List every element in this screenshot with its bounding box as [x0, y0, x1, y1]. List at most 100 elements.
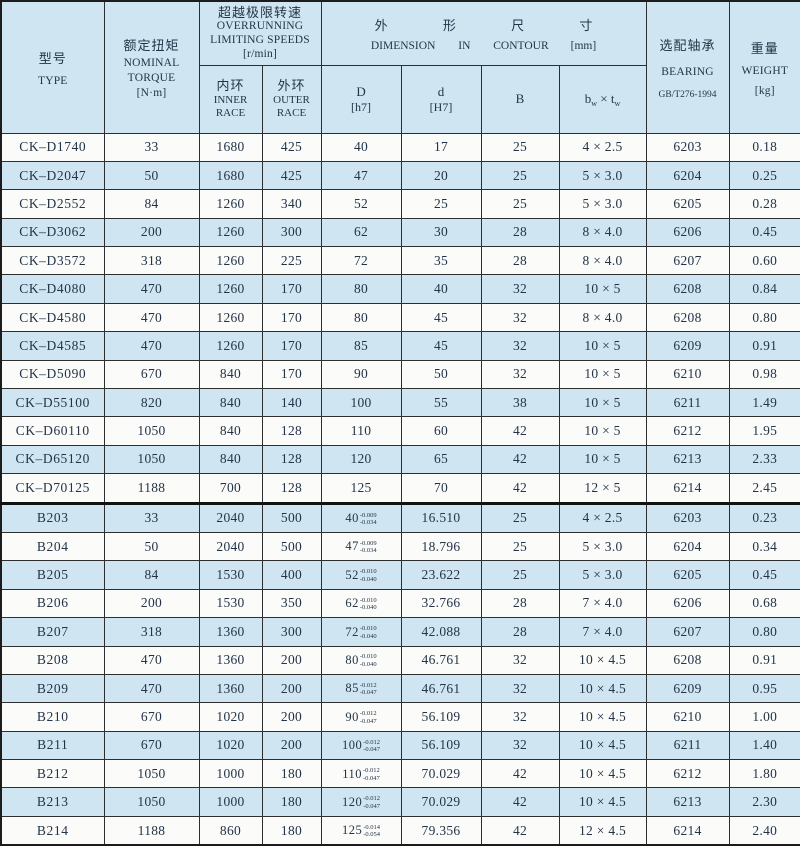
diameter-value: 47: [345, 539, 359, 554]
table-row: CK–D2047 50 1680 425 47 20 25 5 × 3.0 6204 0.25: [0, 160, 800, 191]
cell-bearing: 6213: [645, 787, 730, 817]
header-weight-en: WEIGHT: [741, 64, 789, 77]
cell-B: 25: [480, 189, 560, 219]
cell-torque: 1050: [103, 416, 200, 446]
cell-bt: 10 × 5: [558, 388, 647, 418]
cell-B: 25: [480, 560, 560, 590]
cell-outer: 350: [261, 588, 322, 619]
diameter-value: 125: [341, 823, 363, 838]
cell-weight: 0.80: [728, 302, 800, 333]
cell-bt: 10 × 5: [558, 444, 647, 475]
cell-D: 40 -0.009 -0.034: [320, 501, 402, 533]
cell-type: CK–D4080: [0, 274, 105, 304]
cell-weight: 0.91: [728, 645, 800, 675]
cell-outer: 170: [261, 331, 322, 361]
cell-bearing: 6212: [645, 416, 730, 446]
cell-weight: 1.49: [728, 388, 800, 418]
cell-inner: 840: [198, 359, 263, 390]
cell-type: CK–D1740: [0, 132, 105, 162]
table-row: B214 1188 860 180 125 -0.014 -0.054 79.356 42 12 …: [0, 815, 800, 846]
cell-inner: 840: [198, 388, 263, 418]
cell-D: 80: [320, 302, 402, 333]
diameter-value: 62: [345, 596, 359, 611]
header-torque-unit: [N·m]: [136, 87, 167, 100]
table-row: B212 1050 1000 180 110 -0.012 -0.047 70.029 42 10…: [0, 759, 800, 789]
cell-D: 80 -0.010 -0.040: [320, 645, 402, 675]
header-col-B: B: [480, 64, 560, 134]
cell-B: 32: [480, 645, 560, 675]
header-speeds-cn: 超越极限转速: [218, 4, 303, 20]
cell-outer: 180: [261, 787, 322, 817]
tolerance-stack: -0.012 -0.047: [359, 681, 377, 697]
table-row: CK–D3572 318 1260 225 72 35 28 8 × 4.0 6207 0.60: [0, 246, 800, 276]
cell-inner: 1260: [198, 217, 263, 248]
tolerance-stack: -0.012 -0.047: [363, 795, 381, 810]
cell-bearing: 6203: [645, 132, 730, 162]
cell-weight: 1.40: [728, 730, 800, 761]
header-bearing-en: BEARING: [661, 65, 714, 78]
cell-D: 90: [320, 359, 402, 390]
cell-B: 42: [480, 815, 560, 846]
header-outer-race: 外环 OUTER RACE: [261, 64, 322, 134]
cell-torque: 670: [103, 702, 200, 732]
cell-weight: 0.28: [728, 189, 800, 219]
cell-bearing: 6207: [645, 617, 730, 647]
cell-type: B213: [0, 787, 105, 817]
cell-weight: 0.98: [728, 359, 800, 390]
cell-B: 42: [480, 787, 560, 817]
cell-bt: 10 × 5: [558, 274, 647, 304]
cell-type: B208: [0, 645, 105, 675]
cell-bt: 10 × 4.5: [558, 645, 647, 675]
cell-D: 85 -0.012 -0.047: [320, 673, 402, 704]
cell-D: 110 -0.012 -0.047: [320, 759, 402, 789]
cell-bearing: 6214: [645, 473, 730, 504]
header-type-en: TYPE: [37, 74, 68, 87]
cell-d: 46.761: [400, 645, 482, 675]
cell-type: B207: [0, 617, 105, 647]
cell-torque: 33: [103, 501, 200, 533]
cell-outer: 170: [261, 359, 322, 390]
cell-inner: 1680: [198, 132, 263, 162]
header-col-bt-label: bw × tw: [584, 91, 621, 108]
cell-bearing: 6208: [645, 645, 730, 675]
cell-torque: 820: [103, 388, 200, 418]
cell-bearing: 6208: [645, 274, 730, 304]
table-row: B207 318 1360 300 72 -0.010 -0.040 42.088 28 7 × …: [0, 617, 800, 647]
cell-bearing: 6209: [645, 331, 730, 361]
cell-weight: 1.95: [728, 416, 800, 446]
cell-d: 32.766: [400, 588, 482, 619]
cell-torque: 84: [103, 189, 200, 219]
header-torque-cn: 额定扭矩: [123, 38, 180, 54]
cell-type: B210: [0, 702, 105, 732]
cell-bt: 7 × 4.0: [558, 588, 647, 619]
cell-torque: 1050: [103, 759, 200, 789]
cell-inner: 1000: [198, 787, 263, 817]
header-type-cn: 型号: [38, 50, 67, 66]
cell-D: 52: [320, 189, 402, 219]
header-torque: 额定扭矩 NOMINAL TORQUE [N·m]: [103, 0, 200, 134]
header-weight-unit: [kg]: [754, 84, 775, 97]
cell-B: 25: [480, 531, 560, 562]
cell-D: 120 -0.012 -0.047: [320, 787, 402, 817]
cell-inner: 1260: [198, 246, 263, 276]
table-row: CK–D4580 470 1260 170 80 45 32 8 × 4.0 6208 0.80: [0, 302, 800, 333]
cell-B: 32: [480, 730, 560, 761]
cell-type: CK–D2552: [0, 189, 105, 219]
cell-weight: 0.45: [728, 560, 800, 590]
cell-d: 17: [400, 132, 482, 162]
cell-type: CK–D3572: [0, 246, 105, 276]
diameter-value: 120: [341, 794, 363, 809]
cell-d: 55: [400, 388, 482, 418]
cell-B: 25: [480, 160, 560, 191]
cell-d: 20: [400, 160, 482, 191]
table-row: CK–D65120 1050 840 128 120 65 42 10 × 5 6213 2.33: [0, 444, 800, 475]
cell-inner: 860: [198, 815, 263, 846]
table-row: B208 470 1360 200 80 -0.010 -0.040 46.761 32 10 ×…: [0, 645, 800, 675]
cell-D: 100 -0.012 -0.047: [320, 730, 402, 761]
cell-type: B214: [0, 815, 105, 846]
table-row: B205 84 1530 400 52 -0.010 -0.040 23.622 25 5 × 3…: [0, 560, 800, 590]
cell-d: 45: [400, 331, 482, 361]
cell-outer: 140: [261, 388, 322, 418]
cell-bearing: 6210: [645, 702, 730, 732]
